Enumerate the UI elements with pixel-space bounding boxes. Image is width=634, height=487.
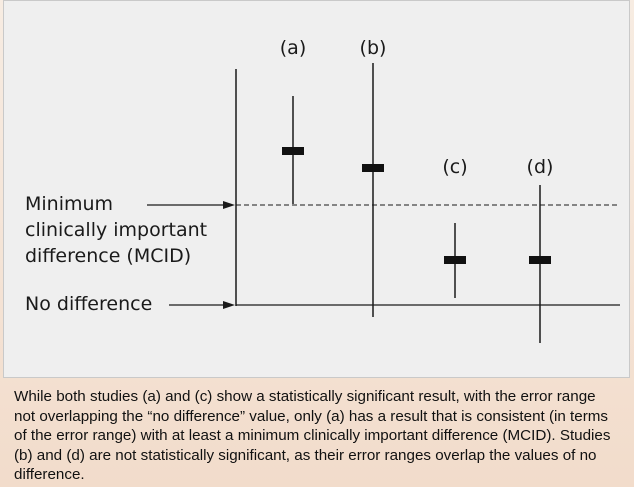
mcid-label-line1: Minimum bbox=[25, 193, 113, 215]
caption: While both studies (a) and (c) show a st… bbox=[14, 388, 611, 484]
mcid-arrow-head bbox=[223, 201, 235, 209]
study-d-label: (d) bbox=[527, 156, 554, 178]
no-difference-arrow-head bbox=[223, 301, 235, 309]
study-c-estimate bbox=[444, 256, 466, 264]
study-b-label: (b) bbox=[360, 37, 387, 59]
study-a-label: (a) bbox=[280, 37, 306, 59]
study-c-label: (c) bbox=[442, 156, 467, 178]
study-a-estimate bbox=[282, 147, 304, 155]
no-difference-label: No difference bbox=[25, 293, 152, 315]
mcid-label-line3: difference (MCID) bbox=[25, 245, 191, 267]
diagram-panel: Minimum clinically important difference … bbox=[3, 0, 630, 378]
study-d-estimate bbox=[529, 256, 551, 264]
mcid-label-line2: clinically important bbox=[25, 219, 207, 241]
study-b-estimate bbox=[362, 164, 384, 172]
mcid-diagram: Minimum clinically important difference … bbox=[25, 37, 620, 343]
